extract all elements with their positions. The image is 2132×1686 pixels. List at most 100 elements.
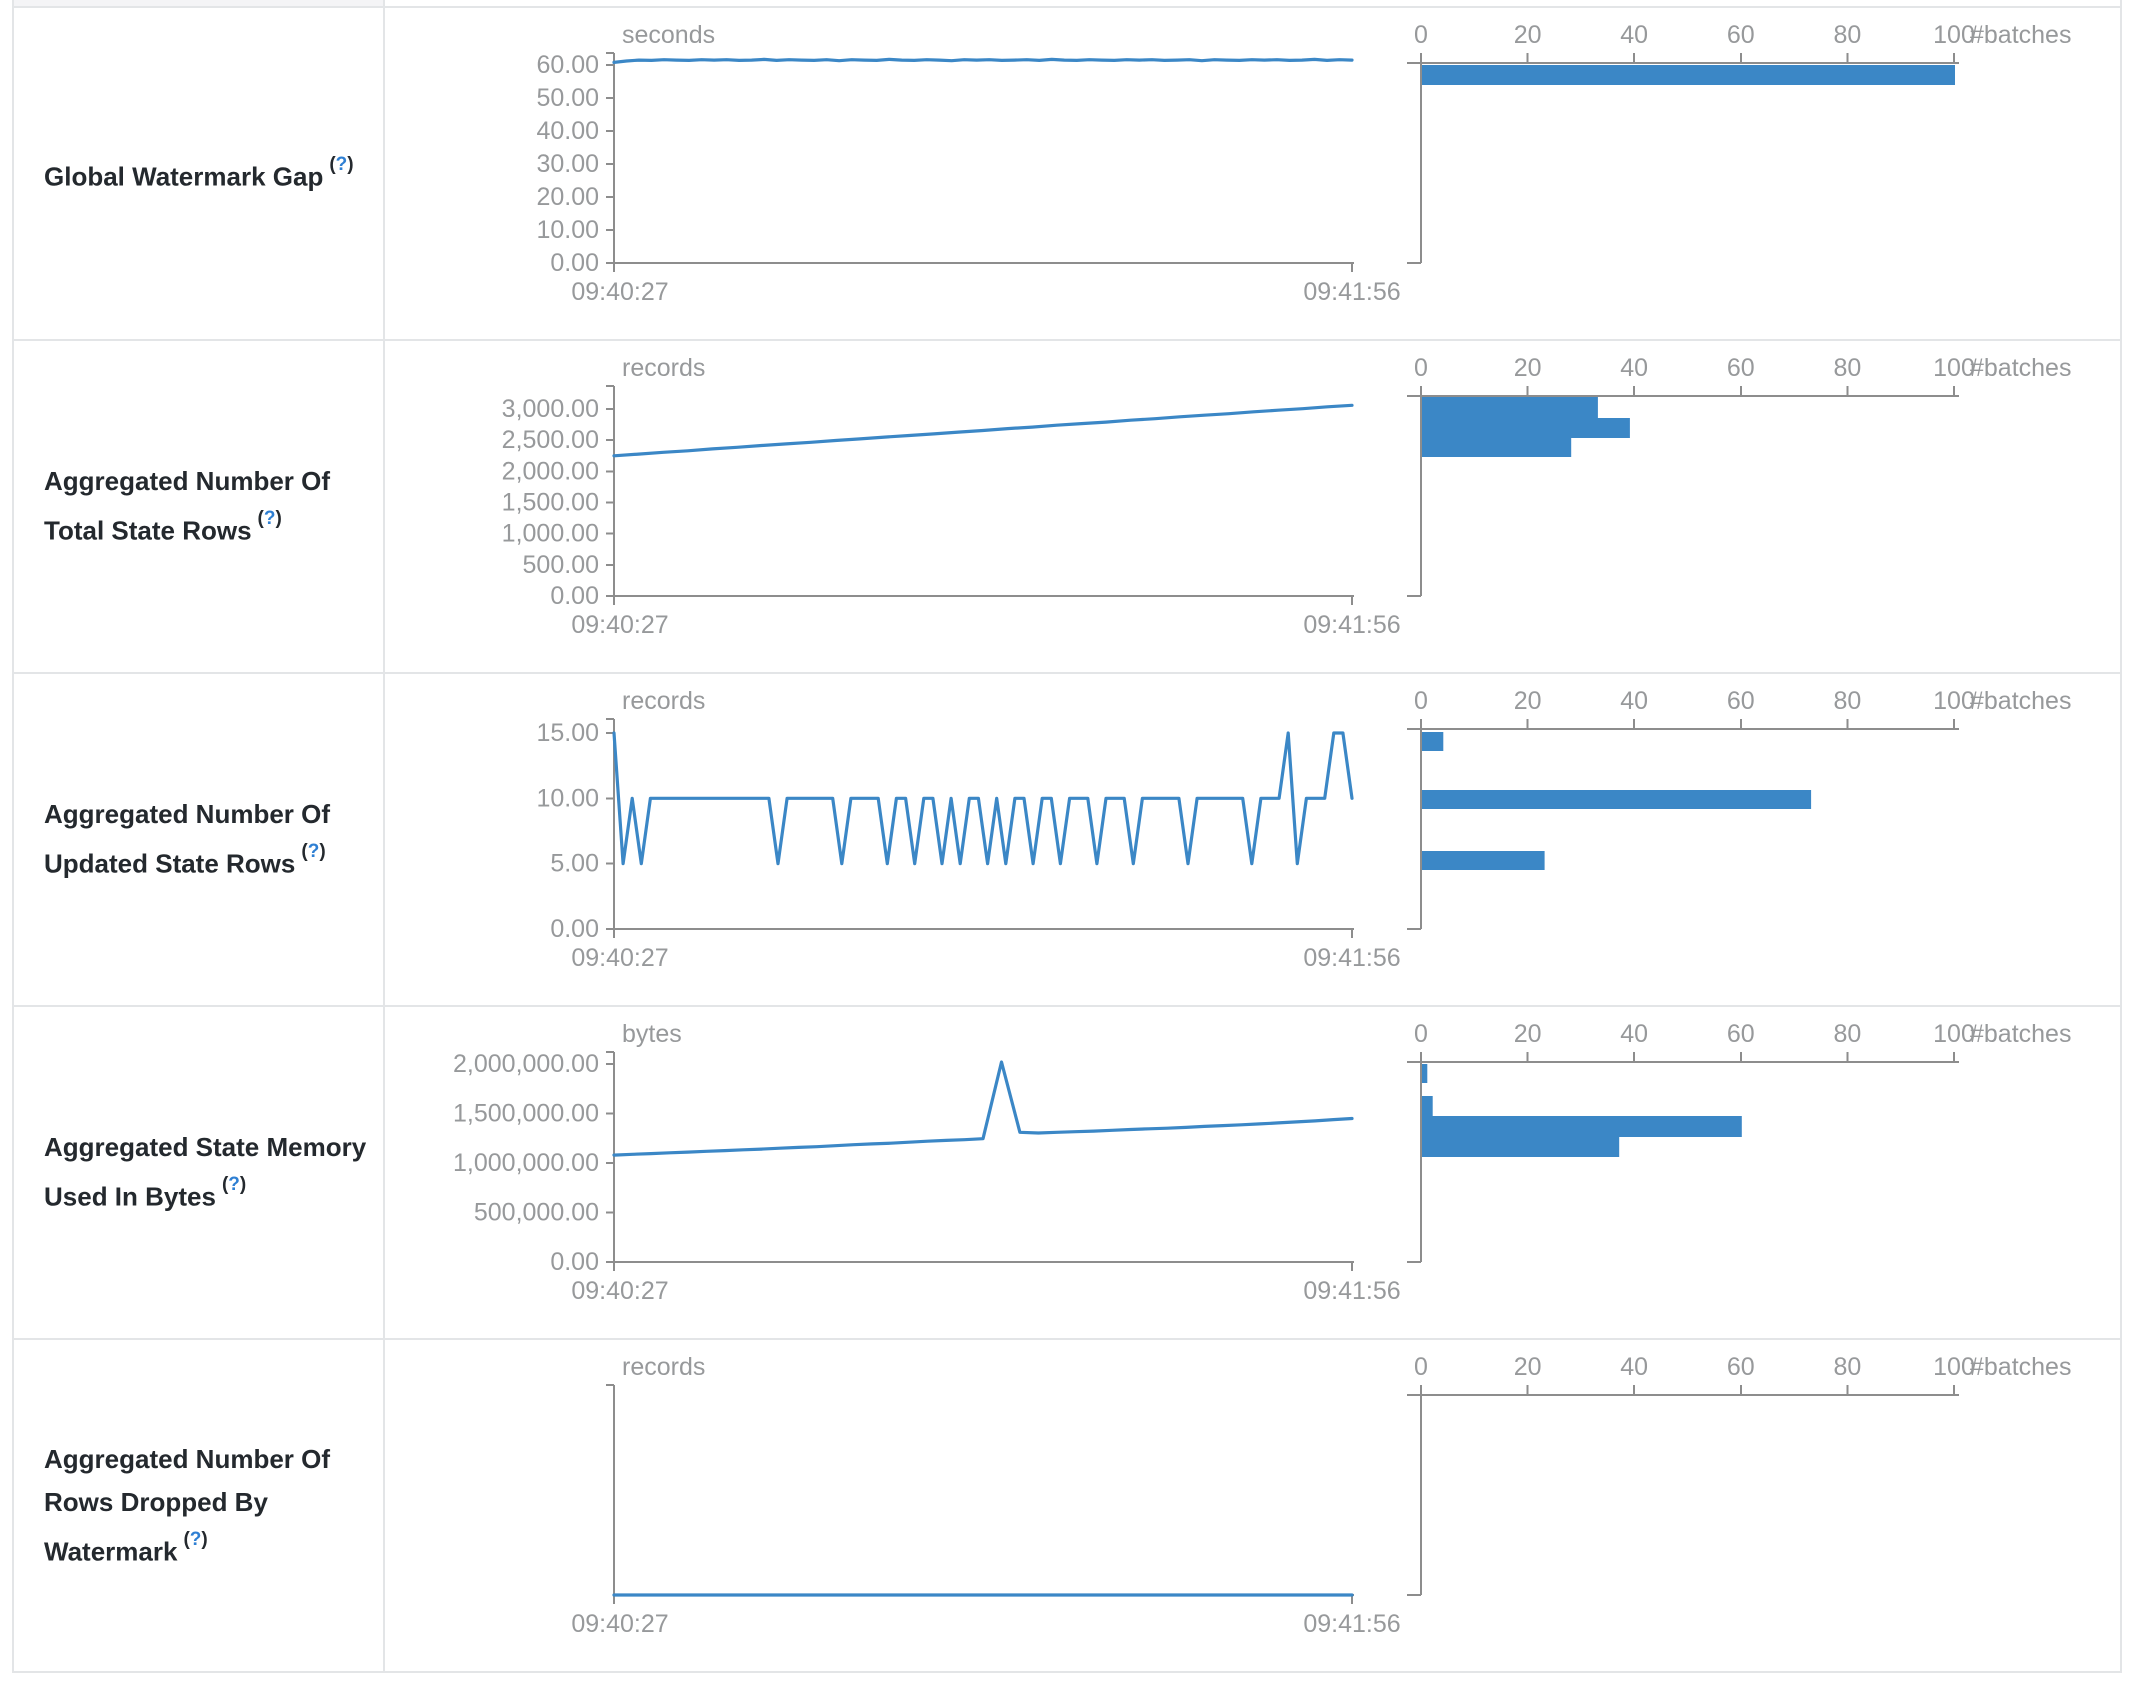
timeline-and-histogram-chart: bytes 2,000,000.00 1,500,000.00 1,000,000.0… — [453, 1020, 2071, 1305]
svg-text:records: records — [622, 687, 705, 715]
previous-row-label-cell — [14, 0, 385, 6]
help-paren-close: ) — [275, 508, 282, 530]
svg-text:40: 40 — [1620, 21, 1648, 49]
svg-text:80: 80 — [1833, 687, 1861, 715]
svg-text:100: 100 — [1933, 1020, 1975, 1048]
svg-text:#batches: #batches — [1970, 687, 2071, 715]
svg-text:100: 100 — [1933, 21, 1975, 49]
help-tooltip: (?) — [301, 841, 325, 862]
svg-text:5.00: 5.00 — [550, 850, 599, 878]
charts-cell: records 3,000.00 2,500.00 2,000.00 1,500.00 1… — [385, 341, 2120, 672]
metric-title: Aggregated Number Of Rows Dropped By Wat… — [44, 1443, 331, 1567]
svg-text:100: 100 — [1933, 1353, 1975, 1381]
svg-text:80: 80 — [1833, 1020, 1861, 1048]
help-tooltip: (?) — [258, 508, 282, 529]
svg-text:0.00: 0.00 — [550, 915, 599, 943]
svg-text:#batches: #batches — [1970, 1353, 2071, 1381]
help-question-link[interactable]: ? — [228, 1174, 240, 1196]
charts-cell: records 09:40:27 09:41:56 0 20 40 60 80 100 #batc… — [385, 1340, 2120, 1671]
svg-text:09:41:56: 09:41:56 — [1303, 278, 1400, 306]
svg-text:bytes: bytes — [622, 1020, 682, 1048]
svg-text:2,500.00: 2,500.00 — [502, 426, 599, 454]
svg-text:500,000.00: 500,000.00 — [474, 1199, 599, 1227]
help-tooltip: (?) — [222, 1174, 246, 1195]
svg-text:40.00: 40.00 — [536, 117, 599, 145]
svg-text:80: 80 — [1833, 21, 1861, 49]
svg-text:2,000.00: 2,000.00 — [502, 457, 599, 485]
svg-text:40: 40 — [1620, 687, 1648, 715]
svg-text:60: 60 — [1727, 354, 1755, 382]
svg-text:0: 0 — [1414, 354, 1428, 382]
metric-label-cell: Aggregated Number Of Rows Dropped By Wat… — [14, 1340, 385, 1671]
metric-title: Aggregated State Memory Used In Bytes — [44, 1132, 367, 1212]
svg-text:0.00: 0.00 — [550, 582, 599, 610]
svg-text:15.00: 15.00 — [536, 719, 599, 747]
svg-text:20: 20 — [1514, 687, 1542, 715]
timeline-and-histogram-chart: records 09:40:27 09:41:56 0 20 40 60 80 100#batc… — [571, 1353, 2071, 1638]
svg-text:09:41:56: 09:41:56 — [1303, 1277, 1400, 1305]
help-tooltip: (?) — [329, 154, 353, 175]
svg-text:1,500,000.00: 1,500,000.00 — [453, 1100, 599, 1128]
svg-text:20: 20 — [1514, 354, 1542, 382]
metric-row-state-memory-used: Aggregated State Memory Used In Bytes (?)… — [14, 1007, 2120, 1340]
svg-text:#batches: #batches — [1970, 1020, 2071, 1048]
charts-cell: bytes 2,000,000.00 1,500,000.00 1,000,000.0… — [385, 1007, 2120, 1338]
svg-text:60: 60 — [1727, 1353, 1755, 1381]
metric-row-rows-dropped-by-watermark: Aggregated Number Of Rows Dropped By Wat… — [14, 1340, 2120, 1673]
svg-text:80: 80 — [1833, 354, 1861, 382]
metric-row-updated-state-rows: Aggregated Number Of Updated State Rows(… — [14, 674, 2120, 1007]
svg-text:40: 40 — [1620, 1020, 1648, 1048]
svg-text:3,000.00: 3,000.00 — [502, 395, 599, 423]
svg-text:#batches: #batches — [1970, 354, 2071, 382]
svg-text:09:40:27: 09:40:27 — [571, 1610, 668, 1638]
metric-row-global-watermark-gap: Global Watermark Gap (?) seconds 60.00 50.0… — [14, 8, 2120, 341]
svg-text:10.00: 10.00 — [536, 784, 599, 812]
svg-text:0: 0 — [1414, 687, 1428, 715]
help-paren-open: ( — [257, 508, 264, 530]
svg-text:40: 40 — [1620, 1353, 1648, 1381]
svg-text:30.00: 30.00 — [536, 150, 599, 178]
svg-text:0: 0 — [1414, 1020, 1428, 1048]
metric-label-cell: Global Watermark Gap (?) — [14, 8, 385, 339]
metric-label-cell: Aggregated Number Of Total State Rows (?) — [14, 341, 385, 672]
svg-text:seconds: seconds — [622, 21, 715, 49]
metric-label-cell: Aggregated Number Of Updated State Rows(… — [14, 674, 385, 1005]
timeline-and-histogram-chart: seconds 60.00 50.00 40.00 30.00 20.00 10.00 0.0… — [536, 21, 2071, 306]
svg-text:60: 60 — [1727, 21, 1755, 49]
help-question-link[interactable]: ? — [307, 841, 320, 863]
svg-text:20.00: 20.00 — [536, 183, 599, 211]
svg-text:records: records — [622, 1353, 705, 1381]
help-paren-open: ( — [221, 1174, 229, 1196]
help-question-link[interactable]: ? — [263, 508, 276, 530]
svg-text:#batches: #batches — [1970, 21, 2071, 49]
svg-text:09:40:27: 09:40:27 — [571, 944, 668, 972]
svg-text:09:41:56: 09:41:56 — [1303, 611, 1400, 639]
svg-text:50.00: 50.00 — [536, 84, 599, 112]
svg-text:0.00: 0.00 — [550, 1248, 599, 1276]
svg-text:60: 60 — [1727, 1020, 1755, 1048]
metric-row-total-state-rows: Aggregated Number Of Total State Rows (?)… — [14, 341, 2120, 674]
metric-title: Aggregated Number Of Total State Rows — [44, 466, 331, 546]
previous-row-edge — [14, 0, 2120, 8]
help-paren-close: ) — [201, 1528, 208, 1550]
svg-text:09:41:56: 09:41:56 — [1303, 1610, 1400, 1638]
svg-text:20: 20 — [1514, 1020, 1542, 1048]
svg-text:0: 0 — [1414, 21, 1428, 49]
previous-row-chart-cell — [385, 0, 2120, 6]
svg-text:09:40:27: 09:40:27 — [571, 611, 668, 639]
help-paren-open: ( — [183, 1528, 190, 1550]
metric-title: Aggregated Number Of Updated State Rows — [44, 799, 331, 879]
help-paren-open: ( — [301, 841, 308, 863]
help-question-link[interactable]: ? — [335, 153, 348, 175]
svg-text:09:40:27: 09:40:27 — [571, 278, 668, 306]
svg-text:2,000,000.00: 2,000,000.00 — [453, 1050, 599, 1078]
svg-text:1,500.00: 1,500.00 — [502, 489, 599, 517]
svg-text:100: 100 — [1933, 354, 1975, 382]
svg-text:100: 100 — [1933, 687, 1975, 715]
streaming-metrics-table: Global Watermark Gap (?) seconds 60.00 50.0… — [12, 0, 2122, 1673]
svg-text:0: 0 — [1414, 1353, 1428, 1381]
help-paren-open: ( — [329, 153, 336, 175]
help-question-link[interactable]: ? — [189, 1528, 202, 1550]
charts-cell: records 15.00 10.00 5.00 0.00 09:40:27 09:41:5… — [385, 674, 2120, 1005]
